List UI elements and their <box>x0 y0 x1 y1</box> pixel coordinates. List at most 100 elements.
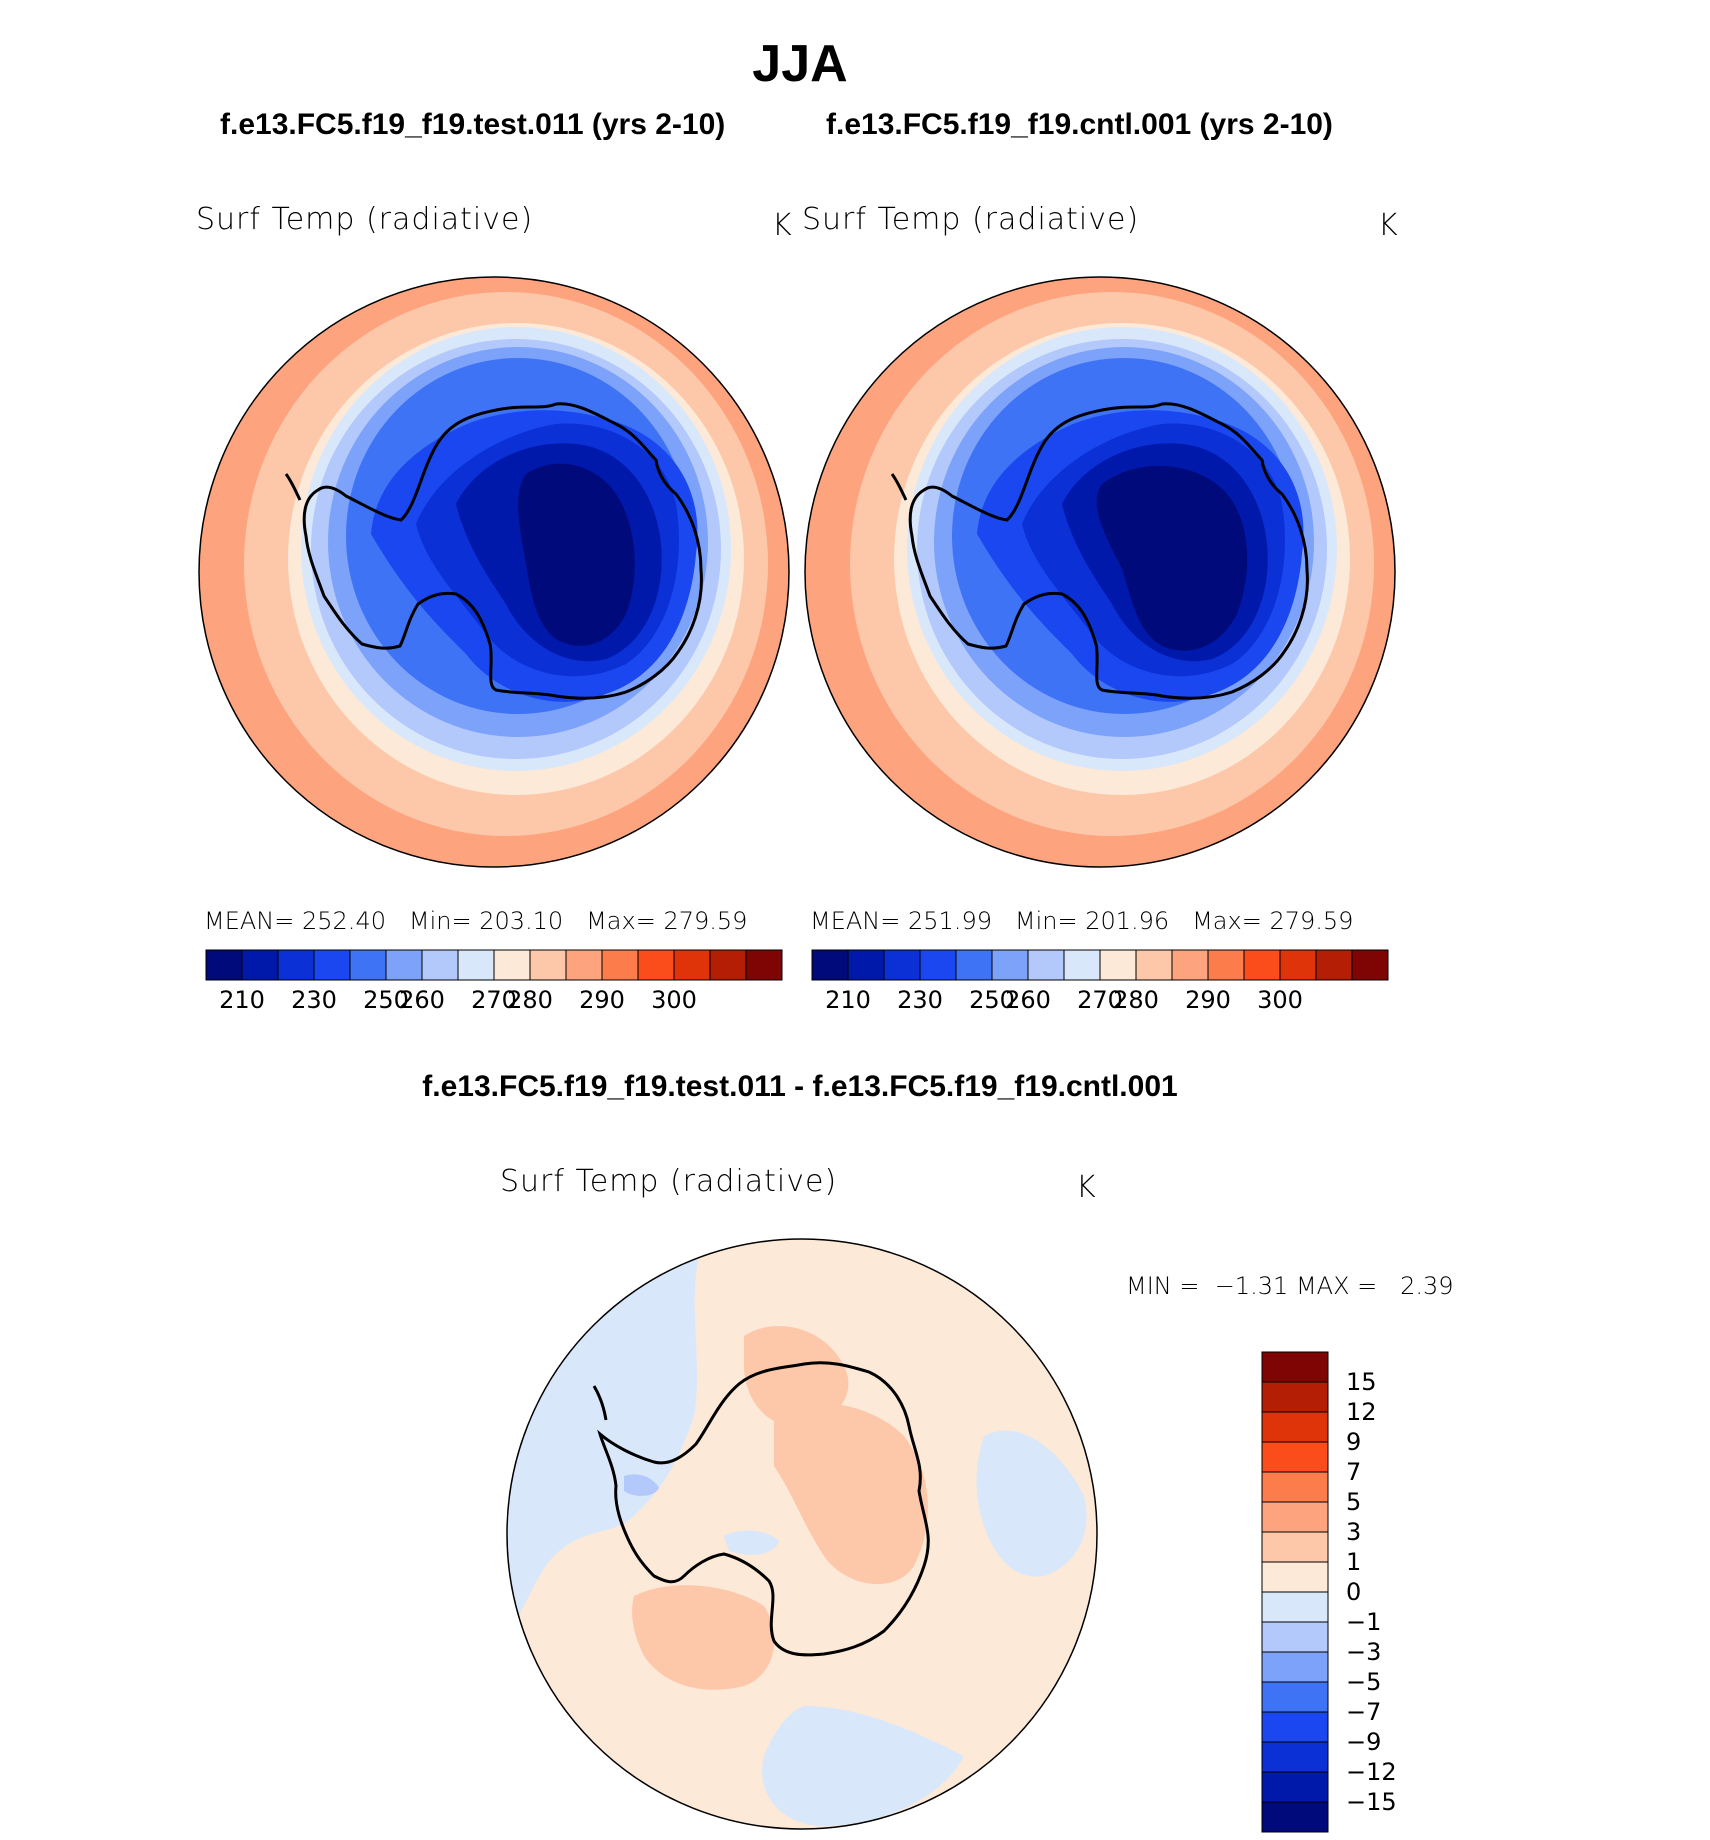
panel3-variable-label: Surf Temp (radiative) <box>500 1164 838 1199</box>
colorbar-swatch <box>1027 949 1065 981</box>
colorbar-swatch <box>919 949 957 981</box>
panel2-units-label: K <box>1378 208 1399 243</box>
min-label: MIN = <box>1126 1272 1200 1300</box>
colorbar-tick-label: −1 <box>1346 1608 1381 1636</box>
colorbar-swatch <box>1261 1681 1329 1713</box>
colorbar-swatch <box>1243 949 1281 981</box>
colorbar-swatch <box>847 949 885 981</box>
colorbar-swatch <box>1315 949 1353 981</box>
colorbar-tick-label: 210 <box>219 986 265 1014</box>
colorbar-tick-label: −7 <box>1346 1698 1381 1726</box>
colorbar-tick-label: 5 <box>1346 1488 1361 1516</box>
colorbar-tick-label: 280 <box>1113 986 1159 1014</box>
colorbar-tick-label: −12 <box>1346 1758 1397 1786</box>
colorbar-swatch <box>883 949 921 981</box>
colorbar-swatch <box>1279 949 1317 981</box>
colorbar-tick-label: 1 <box>1346 1548 1361 1576</box>
colorbar-tick-label: 3 <box>1346 1518 1361 1546</box>
max-label: MAX = <box>1295 1272 1378 1300</box>
colorbar-tick-label: 230 <box>291 986 337 1014</box>
colorbar-swatch <box>1261 1381 1329 1413</box>
colorbar-swatch <box>1261 1561 1329 1593</box>
panel1-units-label: K <box>772 208 793 243</box>
colorbar-swatch <box>1261 1651 1329 1683</box>
colorbar-swatch <box>529 949 567 981</box>
colorbar-tick-label: 230 <box>897 986 943 1014</box>
colorbar-tick-label: 210 <box>825 986 871 1014</box>
min-label: Min= <box>408 907 472 935</box>
colorbar-tick-label: 15 <box>1346 1368 1377 1396</box>
max-value: 279.59 <box>1269 907 1354 935</box>
min-value: 201.96 <box>1085 907 1170 935</box>
colorbar-swatch <box>313 949 351 981</box>
colorbar-swatch <box>1261 1471 1329 1503</box>
mean-label: MEAN= <box>204 907 295 935</box>
control-case-title: f.e13.FC5.f19_f19.cntl.001 (yrs 2-10) <box>826 108 1333 141</box>
colorbar-tick-label: 270 <box>471 986 517 1014</box>
panel3-stats: MIN = −1.31 MAX = 2.39 <box>1126 1272 1454 1300</box>
colorbar-tick-label: 300 <box>651 986 697 1014</box>
min-value: −1.31 <box>1214 1272 1289 1300</box>
colorbar-tick-label: 300 <box>1257 986 1303 1014</box>
colorbar-swatch <box>385 949 423 981</box>
colorbar-swatch <box>709 949 747 981</box>
test-case-title: f.e13.FC5.f19_f19.test.011 (yrs 2-10) <box>220 108 726 141</box>
figure-title: JJA <box>752 35 848 93</box>
colorbar-tick-label: 9 <box>1346 1428 1361 1456</box>
colorbar-swatch <box>457 949 495 981</box>
colorbar-swatch <box>637 949 675 981</box>
panel2-variable-label: Surf Temp (radiative) <box>802 202 1140 237</box>
max-value: 2.39 <box>1400 1272 1454 1300</box>
colorbar-swatch <box>991 949 1029 981</box>
colorbar-swatch <box>1261 1531 1329 1563</box>
colorbar-tick-label: −5 <box>1346 1668 1381 1696</box>
colorbar-tick-label: 12 <box>1346 1398 1377 1426</box>
colorbar-tick-label: −15 <box>1346 1788 1397 1816</box>
colorbar-swatch <box>673 949 711 981</box>
colorbar-swatch <box>1171 949 1209 981</box>
min-label: Min= <box>1014 907 1078 935</box>
colorbar-tick-label: 290 <box>1185 986 1231 1014</box>
colorbar-swatch <box>1063 949 1101 981</box>
colorbar-swatch <box>1261 1591 1329 1623</box>
colorbar-tick-label: 260 <box>1005 986 1051 1014</box>
colorbar-tick-label: 260 <box>399 986 445 1014</box>
panel2-stats: MEAN= 251.99 Min= 201.96 Max= 279.59 <box>810 907 1353 935</box>
colorbar-swatch <box>565 949 603 981</box>
colorbar-tick-label: 250 <box>969 986 1015 1014</box>
colorbar-swatch <box>1207 949 1245 981</box>
colorbar-swatch <box>205 949 243 981</box>
colorbar-tick-label: 7 <box>1346 1458 1361 1486</box>
colorbar-swatch <box>1261 1621 1329 1653</box>
colorbar-swatch <box>349 949 387 981</box>
mean-value: 251.99 <box>908 907 992 935</box>
max-label: Max= <box>586 907 656 935</box>
colorbar-swatch <box>1261 1801 1329 1833</box>
panel1-variable-label: Surf Temp (radiative) <box>196 202 534 237</box>
colorbar-tick-label: −9 <box>1346 1728 1381 1756</box>
colorbar-swatch <box>1261 1771 1329 1803</box>
difference-polar-map <box>506 1238 1098 1830</box>
colorbar-tick-label: 290 <box>579 986 625 1014</box>
colorbar-swatch <box>1261 1351 1329 1383</box>
mean-label: MEAN= <box>810 907 901 935</box>
colorbar-tick-label: −3 <box>1346 1638 1381 1666</box>
mean-value: 252.40 <box>302 907 386 935</box>
colorbar-swatch <box>1261 1441 1329 1473</box>
colorbar-swatch <box>1261 1741 1329 1773</box>
colorbar-swatch <box>1351 949 1389 981</box>
min-value: 203.10 <box>479 907 564 935</box>
colorbar-tick-label: 270 <box>1077 986 1123 1014</box>
colorbar-tick-label: 0 <box>1346 1578 1361 1606</box>
colorbar-swatch <box>241 949 279 981</box>
colorbar-swatch <box>493 949 531 981</box>
colorbar-swatch <box>421 949 459 981</box>
colorbar-swatch <box>277 949 315 981</box>
colorbar-swatch <box>1135 949 1173 981</box>
panel2-polar-map <box>804 276 1396 868</box>
colorbar-swatch <box>1261 1411 1329 1443</box>
colorbar-swatch <box>601 949 639 981</box>
